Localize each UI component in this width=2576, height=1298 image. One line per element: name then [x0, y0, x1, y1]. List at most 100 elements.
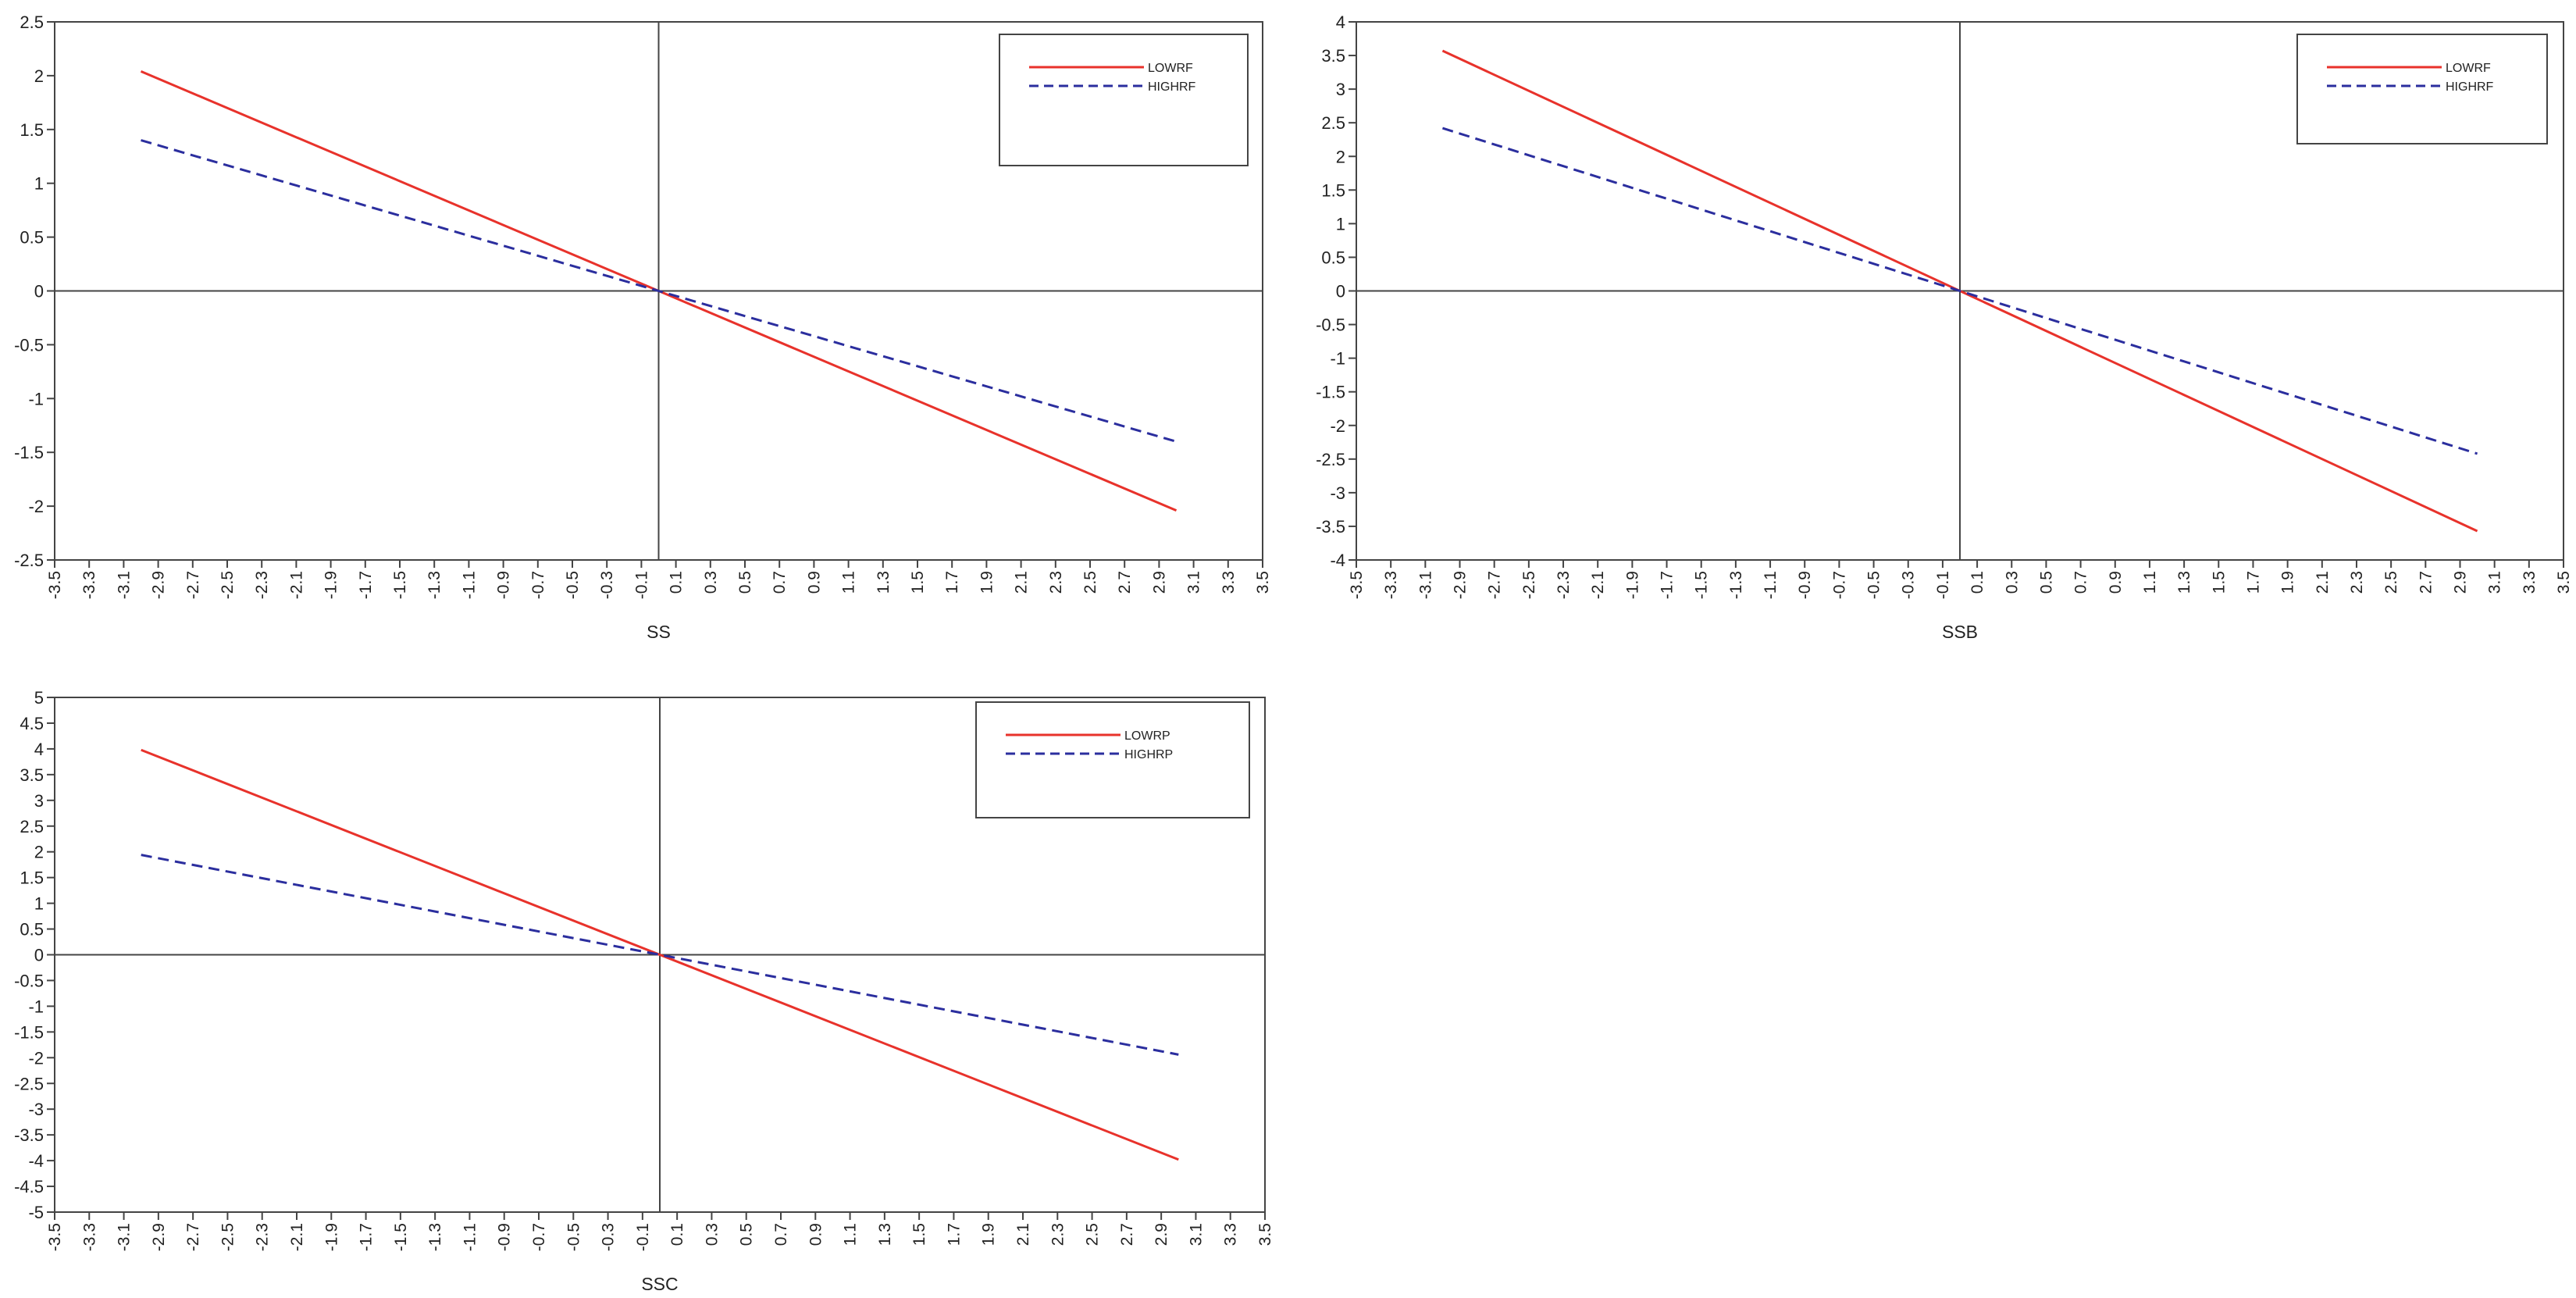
x-tick-label: -1.3	[426, 571, 444, 599]
x-tick-label: -0.3	[598, 571, 616, 599]
x-tick-label: 0.1	[668, 571, 686, 594]
x-tick-label: 1.5	[2210, 571, 2228, 594]
x-tick-label: 2.3	[1047, 571, 1065, 594]
x-tick-label: -2.3	[253, 571, 271, 599]
legend-label: HIGHRF	[2446, 80, 2494, 94]
x-tick-label: 3.5	[1256, 1223, 1274, 1246]
x-tick-label: -2.9	[150, 1223, 168, 1251]
x-tick-label: -2.1	[288, 1223, 306, 1251]
chart-panel-2: 43.532.521.510.50-0.5-1-1.5-2-2.5-3-3.5-…	[1316, 12, 2573, 642]
x-tick-label: -0.7	[530, 1223, 548, 1251]
x-axis-label: SS	[647, 622, 671, 642]
y-tick-label: 2.5	[20, 12, 44, 32]
y-tick-label: 0	[34, 282, 44, 301]
x-tick-label: 2.9	[1153, 1223, 1170, 1246]
x-tick-label: -3.3	[1382, 571, 1400, 599]
legend-label: LOWRF	[2446, 62, 2491, 75]
x-tick-label: -2.3	[254, 1223, 272, 1251]
y-tick-label: -1.5	[1316, 383, 1345, 402]
x-tick-label: 3.1	[2486, 571, 2504, 594]
x-tick-label: -0.5	[565, 1223, 583, 1251]
x-tick-label: 0.1	[668, 1223, 686, 1246]
x-tick-label: -0.1	[632, 571, 650, 599]
y-tick-label: 0	[1336, 282, 1345, 301]
x-tick-label: 0.7	[772, 1223, 790, 1246]
x-tick-label: -0.9	[496, 1223, 514, 1251]
x-tick-label: 1.7	[945, 1223, 963, 1246]
y-tick-label: 1.5	[1321, 180, 1345, 200]
x-tick-label: 0.1	[1969, 571, 1986, 594]
y-tick-label: -3.5	[14, 1125, 44, 1145]
x-tick-label: -0.3	[600, 1223, 618, 1251]
x-tick-label: 3.1	[1187, 1223, 1205, 1246]
x-tick-label: -1.9	[322, 1223, 340, 1251]
legend: LOWRF HIGHRF	[999, 34, 1249, 166]
y-tick-label: -3	[1330, 483, 1345, 503]
series-line-lowrp	[141, 748, 1179, 1161]
y-tick-label: -3.5	[1316, 517, 1345, 537]
x-tick-label: 2.1	[2314, 571, 2332, 594]
series-line-highrp	[141, 854, 1179, 1056]
x-tick-label: -2.5	[219, 571, 237, 599]
y-tick-label: -0.5	[14, 335, 44, 355]
y-tick-label: 0.5	[20, 228, 44, 248]
x-tick-label: -0.1	[1934, 571, 1952, 599]
x-tick-label: 1.7	[2244, 571, 2262, 594]
legend-label: LOWRP	[1124, 729, 1170, 743]
x-axis-label: SSB	[1942, 622, 1978, 642]
x-tick-label: 3.5	[2555, 571, 2573, 594]
x-tick-label: -1.7	[358, 1223, 376, 1251]
y-tick-label: -2	[1330, 416, 1345, 436]
x-tick-label: -1.1	[461, 1223, 479, 1251]
y-tick-label: 0.5	[1321, 248, 1345, 267]
y-tick-label: -1	[28, 389, 44, 408]
y-tick-label: 0.5	[20, 920, 44, 940]
x-tick-label: -3.5	[1348, 571, 1366, 599]
y-tick-label: 1.5	[20, 868, 44, 888]
y-tick-label: -4	[28, 1151, 44, 1171]
x-tick-label: -1.9	[1623, 571, 1641, 599]
x-tick-label: -0.9	[495, 571, 513, 599]
x-tick-label: -3.1	[1416, 571, 1434, 599]
y-tick-label: -2	[28, 497, 44, 516]
x-tick-label: -1.3	[426, 1223, 444, 1251]
y-tick-label: -1.5	[14, 443, 44, 462]
x-tick-label: -0.3	[1900, 571, 1918, 599]
x-tick-label: -0.9	[1796, 571, 1814, 599]
y-tick-label: 2	[1336, 147, 1345, 166]
y-tick-label: -2.5	[14, 1074, 44, 1093]
x-tick-label: 1.5	[909, 571, 927, 594]
x-tick-label: 2.5	[1084, 1223, 1102, 1246]
y-tick-label: 1	[34, 174, 44, 194]
y-tick-label: 3.5	[1321, 46, 1345, 66]
x-tick-label: 0.5	[738, 1223, 756, 1246]
x-tick-label: -1.9	[322, 571, 340, 599]
x-tick-label: -1.1	[1762, 571, 1780, 599]
x-tick-label: 1.7	[943, 571, 961, 594]
x-tick-label: 0.5	[736, 571, 754, 594]
y-tick-label: -2.5	[1316, 450, 1345, 469]
x-tick-label: 2.3	[1049, 1223, 1067, 1246]
x-tick-label: -0.5	[1865, 571, 1883, 599]
x-tick-label: 0.9	[807, 1223, 825, 1246]
x-tick-label: 2.9	[2451, 571, 2469, 594]
legend-label: HIGHRP	[1124, 748, 1173, 761]
x-tick-label: -1.1	[460, 571, 478, 599]
y-tick-label: 2	[34, 843, 44, 862]
y-tick-label: -3	[28, 1100, 44, 1119]
x-tick-label: -0.5	[564, 571, 582, 599]
y-tick-label: 3	[34, 791, 44, 811]
legend-box	[2296, 34, 2548, 144]
x-tick-label: -3.1	[116, 1223, 134, 1251]
x-tick-label: 0.7	[771, 571, 789, 594]
y-tick-label: 1.5	[20, 120, 44, 140]
y-tick-label: 0	[34, 946, 44, 965]
y-tick-label: -2.5	[14, 551, 44, 570]
x-tick-label: 1.3	[2175, 571, 2193, 594]
y-tick-label: -1	[28, 997, 44, 1016]
x-tick-label: -0.7	[529, 571, 547, 599]
x-tick-label: 0.9	[2107, 571, 2125, 594]
legend-box	[975, 701, 1250, 818]
